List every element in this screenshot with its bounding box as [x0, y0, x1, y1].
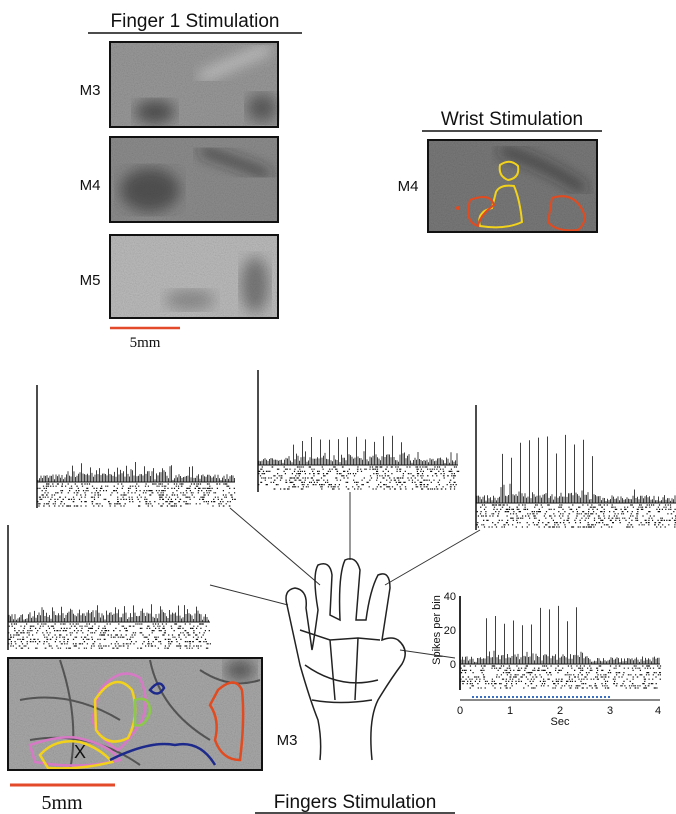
image-wrist-m4 [428, 140, 597, 232]
hand-drawing [286, 559, 405, 760]
marker: X [74, 742, 86, 762]
raster [476, 505, 676, 527]
hist-bars [461, 606, 659, 664]
hist-bars [9, 604, 209, 622]
raster [258, 467, 459, 489]
histograms [8, 370, 676, 690]
image-m3 [110, 42, 278, 127]
hist-bars [38, 462, 235, 482]
image-m5 [110, 235, 278, 318]
figure: Finger 1 Stimulation M3 M4 M5 5mm Wrist … [0, 0, 676, 814]
panel-label: M3 [277, 732, 298, 749]
y-tick-label: 20 [444, 625, 456, 637]
image-fingers-m3 [8, 658, 262, 770]
section-title: Finger 1 Stimulation [111, 11, 280, 32]
y-tick-label: 0 [450, 659, 456, 671]
x-tick-label: 4 [655, 705, 661, 717]
scale-label: 5mm [130, 335, 161, 351]
x-axis-label: Sec [551, 716, 570, 728]
panel-label: M5 [80, 272, 101, 289]
y-tick-label: 40 [444, 591, 456, 603]
raster [460, 666, 661, 688]
x-tick-label: 0 [457, 705, 463, 717]
x-tick-label: 3 [607, 705, 613, 717]
panel-label: M3 [80, 82, 101, 99]
x-tick-label: 1 [507, 705, 513, 717]
raster [37, 484, 236, 506]
hist-bars [477, 435, 675, 503]
panel-label: M4 [80, 177, 101, 194]
raster [8, 624, 211, 648]
scale-label: 5mm [41, 792, 83, 814]
y-axis-label: Spikes per bin [431, 595, 443, 665]
inset-axes [460, 596, 660, 700]
panel-label: M4 [398, 178, 419, 195]
section-title: Fingers Stimulation [274, 792, 437, 813]
hist-bars [259, 436, 457, 465]
image-m4 [110, 137, 278, 222]
section-title: Wrist Stimulation [441, 109, 583, 130]
